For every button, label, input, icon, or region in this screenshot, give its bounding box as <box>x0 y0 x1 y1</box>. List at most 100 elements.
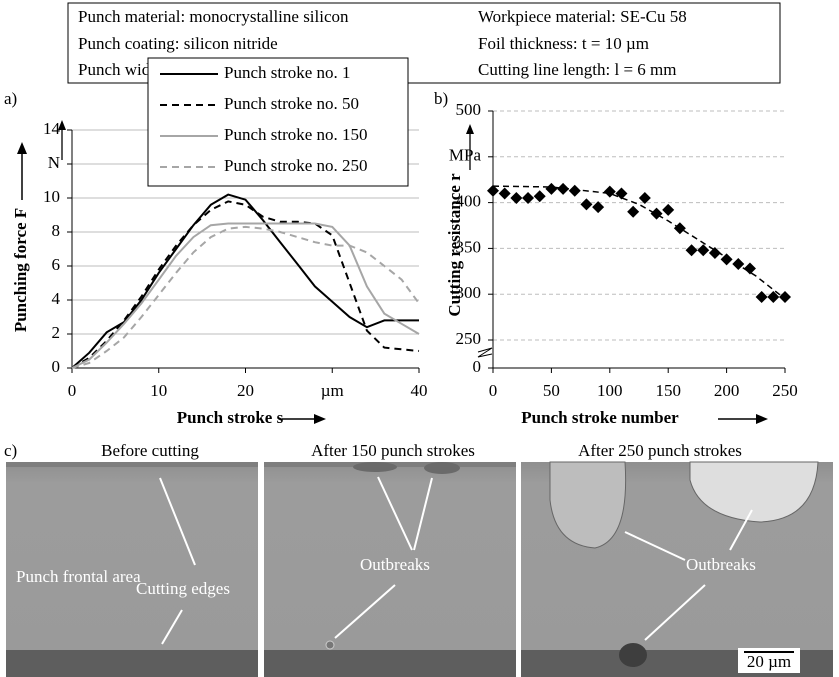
arrow-head <box>314 414 326 424</box>
line <box>71 193 419 369</box>
panel-label: a) <box>4 89 17 108</box>
arrow-head <box>58 120 66 130</box>
arrow-head <box>466 124 474 134</box>
annotation: Punch frontal area <box>16 567 141 586</box>
legend-label: Punch stroke no. 50 <box>224 94 359 113</box>
y-tick-label: 14 <box>43 119 61 138</box>
marker <box>487 184 499 197</box>
annotation: Outbreaks <box>686 555 756 574</box>
info-box <box>67 2 781 84</box>
caption: Before cutting <box>101 441 199 460</box>
x-tick-label: 50 <box>543 381 560 400</box>
edge <box>6 650 258 677</box>
info-text: Foil thickness: t = 10 µm <box>478 34 649 53</box>
marker <box>779 290 791 303</box>
edge <box>6 462 258 467</box>
marker <box>568 184 581 197</box>
outbreak <box>353 462 397 472</box>
y-tick-label: 8 <box>52 221 61 240</box>
marker <box>755 290 768 303</box>
arrow-head <box>17 142 27 154</box>
caption: After 150 punch strokes <box>311 441 475 460</box>
marker <box>720 253 733 266</box>
y-tick-label: 300 <box>456 283 482 302</box>
pointer <box>161 609 183 645</box>
marker <box>662 203 675 216</box>
y-tick-label: 350 <box>456 237 482 256</box>
y-axis-title: Cutting resistance r <box>445 173 464 317</box>
marker <box>603 185 616 198</box>
x-tick-label: 250 <box>772 381 798 400</box>
outbreak <box>325 640 335 650</box>
x-tick-label: 0 <box>68 381 77 400</box>
pointer <box>334 584 396 639</box>
axis-break <box>477 347 493 358</box>
micrograph <box>264 462 516 677</box>
outbreak <box>619 643 647 667</box>
y-tick-label: 4 <box>52 289 61 308</box>
y-tick-label: 6 <box>52 255 61 274</box>
x-tick-label: 10 <box>150 381 167 400</box>
info-text: Punch material: monocrystalline silicon <box>78 7 349 26</box>
marker <box>732 257 745 270</box>
x-tick-label: 100 <box>597 381 623 400</box>
trend-line <box>492 185 786 300</box>
x-axis-title: Punch stroke number <box>521 408 679 427</box>
annotation: Cutting edges <box>136 579 230 598</box>
panel-label: b) <box>434 89 448 108</box>
pointer <box>624 531 686 561</box>
annotation: Outbreaks <box>360 555 430 574</box>
panel-label: c) <box>4 441 17 460</box>
marker <box>498 187 511 200</box>
y-tick-label: 0 <box>52 357 61 376</box>
marker <box>545 182 558 195</box>
legend-label: Punch stroke no. 150 <box>224 125 368 144</box>
legend-label: Punch stroke no. 250 <box>224 156 368 175</box>
marker <box>592 201 605 214</box>
y-tick-label: 500 <box>456 100 482 119</box>
y-tick-label: 400 <box>456 192 482 211</box>
pointer <box>644 584 706 641</box>
pointer <box>377 476 413 551</box>
marker <box>580 198 593 211</box>
scale-bar-label: 20 µm <box>747 652 791 671</box>
y-axis-title: Punching force F <box>11 208 30 332</box>
outbreak <box>689 461 819 523</box>
x-tick-label: 20 <box>237 381 254 400</box>
legend-label: Punch stroke no. 1 <box>224 63 351 82</box>
x-tick-label: 150 <box>655 381 681 400</box>
marker <box>615 187 628 200</box>
y-tick-label: 10 <box>43 187 60 206</box>
micrographs: Before cutting After 150 punch strokes A… <box>6 441 833 677</box>
x-axis-title: Punch stroke s <box>177 408 284 427</box>
outbreak <box>549 461 627 549</box>
info-text: Cutting line length: l = 6 mm <box>478 60 676 79</box>
micrograph <box>6 462 258 677</box>
pointer <box>413 477 433 551</box>
marker <box>533 190 546 203</box>
marker <box>685 244 698 257</box>
marker <box>638 192 651 205</box>
x-tick-label: 0 <box>489 381 498 400</box>
info-text: Workpiece material: SE-Cu 58 <box>478 7 687 26</box>
marker <box>708 246 721 259</box>
outbreak <box>424 462 460 474</box>
caption: After 250 punch strokes <box>578 441 742 460</box>
marker <box>767 290 780 303</box>
y-tick-label: N <box>48 153 60 172</box>
pointer <box>729 509 753 551</box>
line <box>71 225 420 369</box>
legend-box <box>147 57 409 187</box>
marker <box>650 207 663 220</box>
x-tick-label: 40 <box>411 381 428 400</box>
x-tick-label: 200 <box>714 381 740 400</box>
y-tick-label: 2 <box>52 323 61 342</box>
y-tick-label: MPa <box>449 146 482 165</box>
pointer <box>159 477 196 566</box>
marker <box>522 192 535 205</box>
marker <box>743 262 756 275</box>
marker <box>510 192 523 205</box>
arrow-head <box>756 414 768 424</box>
line <box>71 222 420 369</box>
